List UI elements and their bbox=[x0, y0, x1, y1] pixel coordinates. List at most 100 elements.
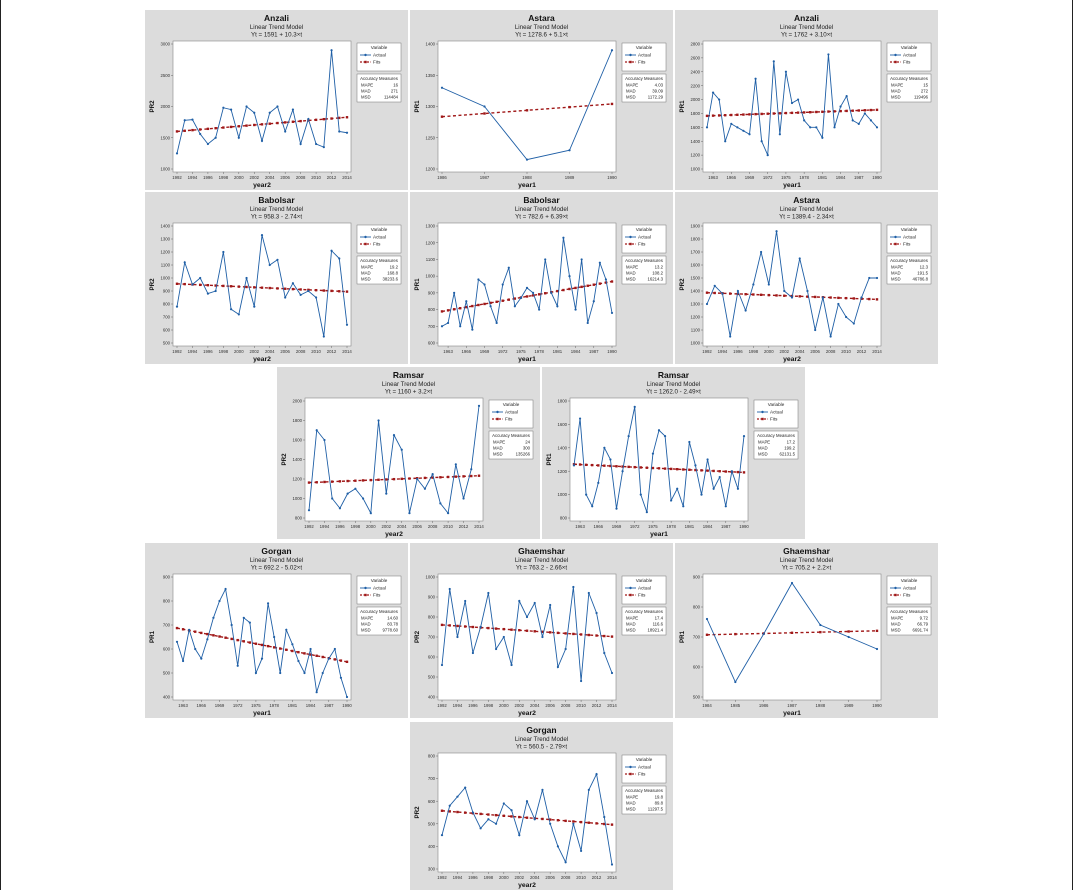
fit-point bbox=[321, 655, 324, 659]
actual-point bbox=[331, 497, 334, 500]
accuracy-label: MAPE bbox=[626, 616, 638, 621]
y-tick-label: 500 bbox=[163, 341, 171, 346]
actual-point bbox=[245, 276, 248, 280]
legend-fits-label: Fits bbox=[638, 242, 646, 247]
actual-point bbox=[454, 463, 457, 466]
actual-point bbox=[175, 305, 179, 308]
x-tick-label: 2000 bbox=[234, 349, 244, 354]
actual-point bbox=[453, 291, 456, 294]
legend-fits-label: Fits bbox=[903, 60, 911, 65]
accuracy-label: MAPE bbox=[493, 440, 505, 445]
accuracy-heading: Accuracy Measures bbox=[360, 609, 398, 614]
fit-point bbox=[584, 463, 588, 467]
accuracy-value: 17.2 bbox=[787, 440, 796, 445]
actual-point bbox=[572, 822, 575, 825]
fit-point bbox=[742, 113, 745, 116]
fit-point bbox=[790, 631, 794, 634]
actual-point bbox=[199, 276, 202, 280]
accuracy-value: 66.79 bbox=[917, 622, 928, 627]
fit-point bbox=[237, 125, 241, 128]
actual-point bbox=[519, 296, 523, 299]
fit-point bbox=[377, 478, 380, 481]
actual-point bbox=[525, 158, 529, 161]
y-tick-label: 2000 bbox=[292, 399, 302, 404]
x-tick-label: 2004 bbox=[265, 349, 275, 354]
actual-point bbox=[713, 284, 716, 287]
legend: Variable Actual Fits bbox=[356, 224, 402, 254]
actual-point bbox=[736, 487, 740, 490]
y-tick-label: 1600 bbox=[690, 263, 700, 268]
accuracy-label: MAPE bbox=[626, 83, 638, 88]
accuracy-box bbox=[886, 73, 932, 103]
chart-panel-1: Anzali Linear Trend Model Yt = 1591 + 10.3… bbox=[145, 10, 408, 190]
fit-point bbox=[253, 286, 256, 289]
accuracy-label: MAPE bbox=[361, 83, 373, 88]
fit-point bbox=[507, 298, 510, 301]
fit-point bbox=[730, 113, 733, 117]
x-tick-label: 2004 bbox=[795, 349, 805, 354]
fit-point bbox=[556, 289, 559, 293]
fit-point bbox=[712, 469, 715, 473]
x-axis-label: year2 bbox=[385, 531, 403, 538]
actual-point bbox=[315, 691, 318, 694]
fit-point bbox=[229, 125, 233, 129]
actual-point bbox=[510, 663, 513, 667]
fit-point bbox=[767, 293, 771, 297]
fit-point bbox=[694, 468, 697, 472]
chart-subtitle: Linear Trend Model bbox=[382, 381, 435, 388]
accuracy-value: 11297.5 bbox=[648, 807, 664, 812]
actual-point bbox=[489, 305, 492, 308]
legend-fits-marker bbox=[629, 772, 632, 776]
actual-point bbox=[321, 671, 324, 675]
fit-point bbox=[431, 476, 434, 479]
x-axis-label: year1 bbox=[518, 182, 536, 189]
legend-fits-label: Fits bbox=[903, 242, 911, 247]
fit-point bbox=[669, 467, 673, 471]
actual-point bbox=[510, 809, 513, 812]
y-tick-label: 1600 bbox=[557, 422, 567, 427]
y-tick-label: 800 bbox=[693, 605, 701, 610]
fit-point bbox=[479, 812, 482, 816]
legend-actual-marker bbox=[894, 53, 897, 57]
legend-fits-marker bbox=[364, 60, 367, 64]
y-tick-label: 600 bbox=[693, 665, 701, 670]
x-tick-label: 1978 bbox=[534, 349, 544, 354]
legend: Variable Actual Fits bbox=[621, 224, 667, 254]
fit-point bbox=[813, 295, 817, 299]
legend-box bbox=[356, 224, 402, 254]
fit-point bbox=[297, 650, 300, 654]
fit-point bbox=[510, 815, 513, 818]
legend-fits-label: Fits bbox=[373, 60, 381, 65]
fit-point bbox=[572, 820, 575, 823]
accuracy-value: 135266 bbox=[516, 452, 531, 457]
actual-point bbox=[705, 302, 709, 306]
actual-point bbox=[494, 822, 498, 825]
fit-point bbox=[688, 468, 691, 471]
accuracy-heading: Accuracy Measures bbox=[492, 433, 530, 438]
actual-point bbox=[809, 126, 812, 129]
x-tick-label: 1963 bbox=[708, 175, 718, 180]
x-tick-label: 1992 bbox=[702, 349, 712, 354]
fit-point bbox=[772, 112, 775, 115]
fit-point bbox=[276, 287, 279, 290]
legend: Variable Actual Fits bbox=[621, 575, 667, 605]
accuracy-heading: Accuracy Measures bbox=[625, 258, 663, 263]
actual-point bbox=[206, 142, 210, 146]
legend-fits-marker bbox=[894, 593, 897, 597]
x-tick-label: 1992 bbox=[172, 175, 182, 180]
actual-point bbox=[705, 126, 709, 129]
x-tick-label: 1975 bbox=[648, 524, 658, 529]
accuracy-label: MSD bbox=[891, 277, 901, 282]
legend-actual-marker bbox=[629, 53, 632, 57]
fit-point bbox=[806, 295, 809, 298]
fit-point bbox=[487, 626, 490, 630]
y-tick-label: 600 bbox=[163, 647, 171, 652]
fit-point bbox=[875, 298, 879, 301]
fit-point bbox=[175, 130, 179, 133]
actual-point bbox=[766, 154, 769, 157]
fit-point bbox=[736, 113, 739, 116]
y-tick-label: 1000 bbox=[690, 167, 700, 172]
accuracy-heading: Accuracy Measures bbox=[890, 258, 928, 263]
y-axis-label: PR2 bbox=[414, 630, 421, 643]
